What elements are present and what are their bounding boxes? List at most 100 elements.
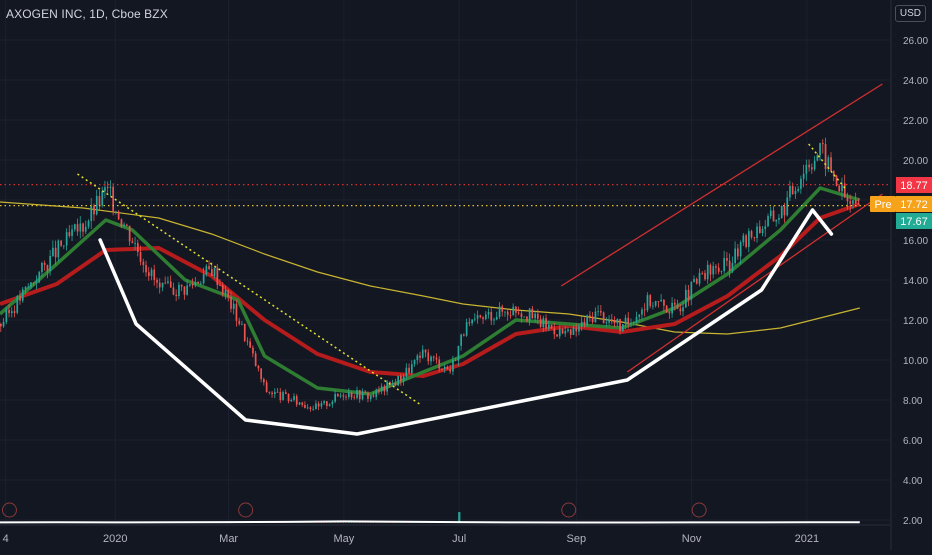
candle-body [95,196,98,215]
volume-average-line [0,520,860,524]
candle-body [32,282,35,284]
candle-body [767,216,769,227]
candle-body [386,381,388,392]
x-tick-label: 4 [3,533,9,545]
candle-body [504,311,506,313]
candle-body [761,229,764,234]
candle-body [46,265,49,272]
candle-body [227,289,230,298]
event-marker [691,502,707,518]
ma-fast-line [0,186,861,396]
candle-body [731,263,734,271]
candle-body [241,323,243,325]
candle-body [430,356,432,362]
candle-body [682,307,684,312]
pre-tag-box [870,196,896,212]
candle-body [690,282,693,300]
candle-body [531,308,534,319]
candle-body [421,349,424,358]
candle-body [175,294,178,296]
candle-body [495,316,498,320]
candle-body [726,258,728,261]
candle-body [378,390,380,392]
candle-body [60,240,62,246]
candle-body [0,324,2,327]
y-tick-label: 14.00 [903,276,928,287]
exchange-label: Cboe BZX [111,7,168,21]
candle-body [274,391,276,395]
candle-body [706,264,709,280]
currency-button[interactable]: USD [894,5,926,22]
candle-body [490,312,493,321]
candle-body [512,306,515,316]
candle-body [243,323,246,341]
candle-body [19,296,21,301]
candle-body [334,393,336,402]
candle-body [361,391,364,400]
candle-body [638,314,641,317]
candle-body [737,248,739,257]
candle-body [619,319,621,331]
candle-body [583,321,586,325]
candle-body [134,243,136,244]
candle-body [320,403,323,407]
y-tick-label: 24.00 [903,76,928,87]
candle-body [857,203,860,205]
candle-body [835,175,838,186]
candle-body [674,302,676,305]
candle-body [49,256,51,272]
candle-body [715,266,717,268]
candle-body [553,328,556,335]
candle-body [427,352,430,362]
candle-body [756,226,758,238]
candle-body [528,308,531,321]
candle-body [769,210,772,217]
candle-body [169,281,172,288]
candle-body [131,241,134,244]
candle-body [600,311,602,313]
candle-body [841,183,843,192]
candle-body [539,318,542,327]
candle-body [84,226,87,232]
candle-body [380,386,383,392]
candle-body [21,289,24,301]
close-price-box [896,213,932,229]
candle-body [534,313,536,319]
candle-body [2,321,5,327]
candle-body [68,232,71,236]
candle-body [517,312,520,314]
candle-body [611,319,613,322]
x-tick-label: May [334,533,355,545]
y-tick-label: 10.00 [903,356,928,367]
candle-body [624,317,627,325]
candle-body [501,306,504,312]
candle-body [493,319,495,321]
candle-body [137,243,139,252]
candle-body [687,289,690,300]
candle-body [808,164,810,168]
candle-body [665,305,668,313]
candle-body [375,390,378,397]
candle-body [364,391,367,393]
candle-body [71,229,73,236]
candle-body [246,340,249,342]
candle-body [679,308,682,312]
candle-body [63,245,65,247]
candle-body [759,226,761,233]
x-tick-label: Nov [682,533,702,545]
candle-body [816,155,819,161]
candle-body [216,267,219,286]
candle-body [238,320,241,324]
candle-body [668,312,671,314]
pre-tag-text: Pre [874,199,891,211]
candle-body [605,322,608,324]
candle-body [709,264,712,275]
candle-body [457,345,460,361]
candle-body [742,235,745,243]
candle-body [471,319,473,324]
candle-body [323,401,325,404]
candle-body [622,324,624,331]
candle-body [317,403,320,407]
